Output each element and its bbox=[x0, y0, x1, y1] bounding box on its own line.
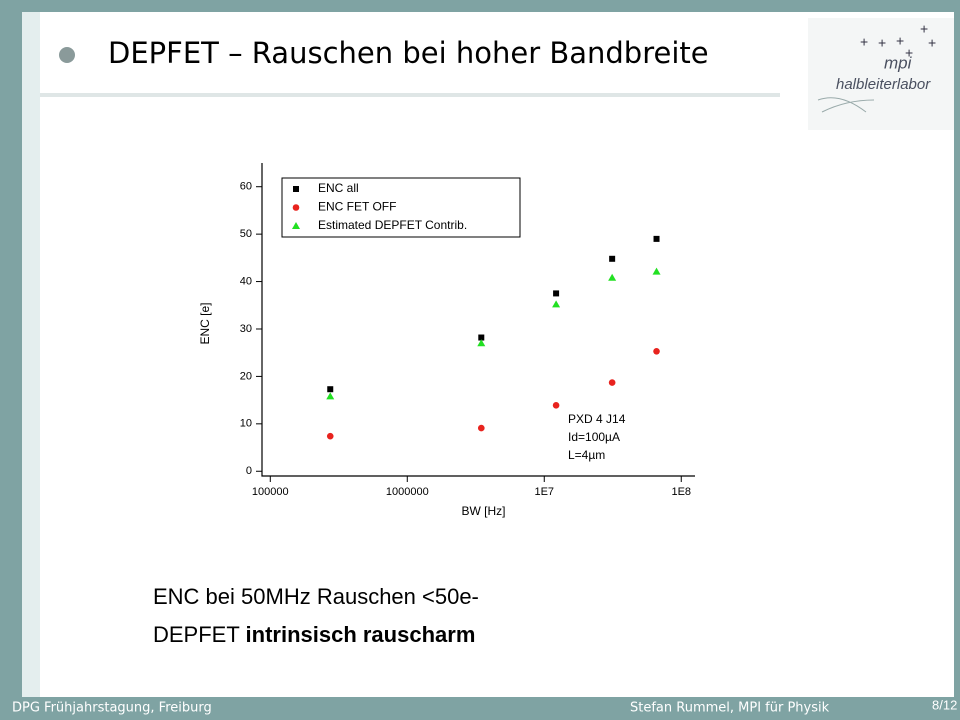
body-bold: intrinsisch rauscharm bbox=[246, 622, 476, 647]
data-point bbox=[552, 402, 560, 409]
footer-left: DPG Frühjahrstagung, Freiburg bbox=[12, 701, 212, 716]
data-point bbox=[608, 379, 616, 386]
x-tick-label: 100000 bbox=[252, 486, 289, 498]
data-point bbox=[326, 432, 334, 440]
chart: 100000 1000000 1E7 1E8 0 10 20 30 40 50 60 BW [Hz] E… bbox=[198, 163, 695, 518]
legend-label: ENC all bbox=[318, 181, 359, 195]
content-area bbox=[40, 12, 954, 697]
x-tick-label: 1E8 bbox=[671, 486, 691, 498]
logo: + + + + + + mpi halbleiterlabor bbox=[808, 18, 954, 130]
annotation: PXD 4 J14 bbox=[568, 412, 626, 426]
body-line: ENC bei 50MHz Rauschen <50e- bbox=[153, 584, 479, 609]
star: + bbox=[896, 33, 904, 49]
legend-marker bbox=[292, 204, 300, 211]
data-point bbox=[553, 290, 560, 297]
logo-mpi: mpi bbox=[884, 53, 913, 72]
star: + bbox=[878, 35, 886, 51]
star: + bbox=[905, 45, 913, 61]
data-point bbox=[652, 267, 661, 275]
data-point bbox=[552, 300, 561, 308]
legend-marker bbox=[293, 186, 299, 192]
y-tick-label: 10 bbox=[240, 418, 252, 430]
legend-marker bbox=[292, 222, 300, 229]
y-tick-label: 60 bbox=[240, 181, 252, 193]
y-axis-label: ENC [e] bbox=[198, 302, 212, 344]
y-tick-label: 0 bbox=[246, 465, 252, 477]
data-point bbox=[326, 392, 335, 400]
data-point bbox=[327, 386, 334, 393]
legend-label: Estimated DEPFET Contrib. bbox=[318, 218, 467, 232]
logo-bg bbox=[808, 18, 954, 130]
title-bullet bbox=[59, 47, 75, 63]
logo-stars: + + + + + + bbox=[860, 21, 936, 61]
logo-swirl bbox=[817, 97, 875, 113]
data-point bbox=[477, 339, 486, 347]
page-number: 8/12 bbox=[932, 697, 957, 712]
legend-box bbox=[281, 177, 521, 238]
data-point bbox=[609, 255, 616, 262]
legend-label: ENC FET OFF bbox=[318, 200, 396, 214]
annotation: Id=100µA bbox=[568, 430, 620, 444]
y-tick-label: 20 bbox=[240, 370, 252, 382]
y-tick-label: 50 bbox=[240, 228, 252, 240]
body-text: DEPFET bbox=[153, 622, 246, 647]
star: + bbox=[928, 35, 936, 51]
slide-title: DEPFET – Rauschen bei hoher Bandbreite bbox=[108, 36, 709, 70]
x-tick-label: 1E7 bbox=[534, 486, 554, 498]
x-tick-label: 1000000 bbox=[386, 486, 429, 498]
y-tick-label: 30 bbox=[240, 323, 252, 335]
x-axis-label: BW [Hz] bbox=[462, 504, 506, 518]
data-point bbox=[608, 273, 617, 281]
data-point bbox=[653, 347, 660, 355]
body-line: DEPFET intrinsisch rauscharm bbox=[153, 622, 475, 647]
data-point bbox=[478, 334, 485, 341]
axes bbox=[261, 163, 695, 477]
annotation: L=4µm bbox=[568, 448, 605, 462]
star: + bbox=[920, 21, 928, 37]
star: + bbox=[860, 34, 868, 50]
logo-name: halbleiterlabor bbox=[836, 76, 931, 93]
data-point bbox=[653, 235, 660, 242]
y-tick-label: 40 bbox=[240, 275, 252, 287]
data-point bbox=[477, 424, 485, 432]
footer-right: Stefan Rummel, MPI für Physik bbox=[630, 701, 830, 716]
